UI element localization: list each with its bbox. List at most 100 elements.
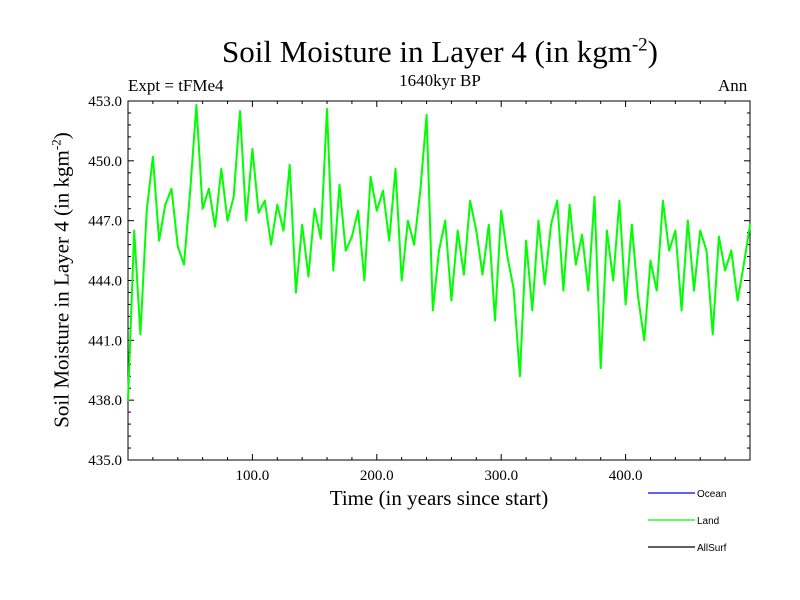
data-point [307, 275, 310, 278]
data-point [481, 273, 484, 276]
data-point [183, 263, 185, 266]
chart-title-superscript: -2 [631, 34, 648, 56]
data-point [531, 309, 534, 312]
data-point [587, 289, 590, 292]
data-point [718, 235, 720, 238]
data-point [170, 187, 173, 190]
legend: Ocean Land AllSurf [648, 489, 727, 554]
data-point [537, 219, 540, 222]
y-axis-title-superscript: -2 [48, 139, 64, 151]
data-point [749, 223, 751, 226]
data-point [201, 207, 204, 210]
data-point [151, 155, 154, 158]
data-point [263, 199, 266, 202]
data-point [686, 219, 689, 222]
chart-title-text: Soil Moisture in Layer 4 (in kgm [222, 34, 632, 69]
chart-title-close: ) [647, 34, 658, 69]
data-point [419, 189, 422, 192]
data-point [282, 229, 285, 232]
data-point [239, 110, 241, 112]
data-point [462, 273, 465, 276]
data-point [431, 309, 434, 312]
data-point [556, 199, 559, 202]
series-line-land [127, 104, 751, 401]
data-point [270, 243, 272, 246]
data-point [662, 199, 664, 202]
x-tick-label: 400.0 [609, 468, 643, 484]
data-point [506, 255, 509, 258]
data-point [425, 114, 428, 116]
data-point [655, 289, 658, 292]
data-point [674, 229, 677, 232]
x-tick-label: 300.0 [484, 468, 518, 484]
y-tick-label: 444.0 [88, 274, 122, 290]
data-point [127, 399, 129, 402]
legend-label: AllSurf [697, 543, 727, 554]
data-point [232, 195, 235, 198]
legend-label: Ocean [697, 489, 726, 500]
x-axis-title: Time (in years since start) [329, 486, 549, 510]
data-point [164, 203, 167, 206]
data-point [618, 199, 621, 202]
data-point [369, 175, 372, 178]
data-point [251, 147, 254, 150]
data-point [338, 183, 341, 186]
x-tick-label: 100.0 [236, 468, 270, 484]
data-point [606, 229, 608, 232]
data-point [518, 375, 521, 378]
data-point [413, 243, 416, 246]
data-point [375, 209, 378, 212]
data-point [189, 189, 192, 192]
data-point [133, 229, 136, 232]
y-tick-label: 450.0 [88, 154, 122, 170]
chart-title: Soil Moisture in Layer 4 (in kgm-2) [0, 34, 800, 70]
data-point [214, 225, 216, 228]
y-axis-title-text: Soil Moisture in Layer 4 (in kgm [49, 150, 74, 428]
data-point [456, 229, 459, 232]
data-point [357, 209, 360, 212]
data-point [326, 108, 328, 110]
season-label: Ann [718, 76, 748, 95]
data-point [550, 223, 552, 226]
y-tick-label: 438.0 [88, 393, 122, 409]
data-point [730, 249, 733, 252]
data-point [736, 299, 739, 302]
y-tick-label: 447.0 [88, 214, 122, 230]
data-point [245, 219, 248, 222]
data-point [630, 223, 633, 226]
data-point [711, 333, 714, 336]
data-point [344, 249, 347, 252]
data-point [512, 287, 515, 290]
data-point [220, 167, 223, 170]
data-point [469, 199, 471, 202]
data-point [705, 249, 708, 252]
data-point [394, 167, 397, 170]
data-point [581, 233, 583, 236]
series-layer [127, 104, 751, 402]
data-point [742, 263, 745, 266]
experiment-label: Expt = tFMe4 [128, 76, 224, 95]
data-point [624, 303, 627, 306]
data-point [176, 245, 179, 248]
data-point [668, 249, 671, 252]
data-point [388, 239, 391, 242]
data-point [649, 259, 652, 262]
data-point [276, 203, 279, 206]
x-tick-label: 200.0 [360, 468, 394, 484]
chart-subtitle: 1640kyr BP [399, 71, 481, 90]
data-point [724, 269, 727, 272]
y-tick-label: 441.0 [88, 333, 122, 349]
data-point [139, 333, 142, 336]
data-point [680, 309, 683, 312]
data-point [444, 219, 447, 222]
data-point [226, 219, 229, 222]
data-point [643, 339, 646, 342]
legend-label: Land [697, 516, 719, 527]
data-point [500, 209, 503, 212]
data-point [288, 163, 291, 166]
data-point [301, 223, 304, 226]
data-point [400, 279, 403, 282]
y-axis: 435.0 438.0 441.0 444.0 447.0 450.0 453.0 [88, 94, 750, 469]
data-point [574, 263, 577, 266]
